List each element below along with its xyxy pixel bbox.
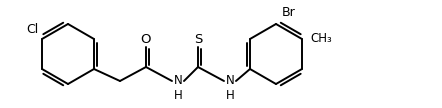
Text: N
H: N H (174, 74, 183, 102)
Text: CH₃: CH₃ (310, 33, 332, 45)
Text: O: O (141, 33, 151, 45)
Text: S: S (194, 33, 202, 45)
Text: Br: Br (282, 6, 296, 19)
Text: N
H: N H (225, 74, 234, 102)
Text: Cl: Cl (26, 23, 38, 36)
